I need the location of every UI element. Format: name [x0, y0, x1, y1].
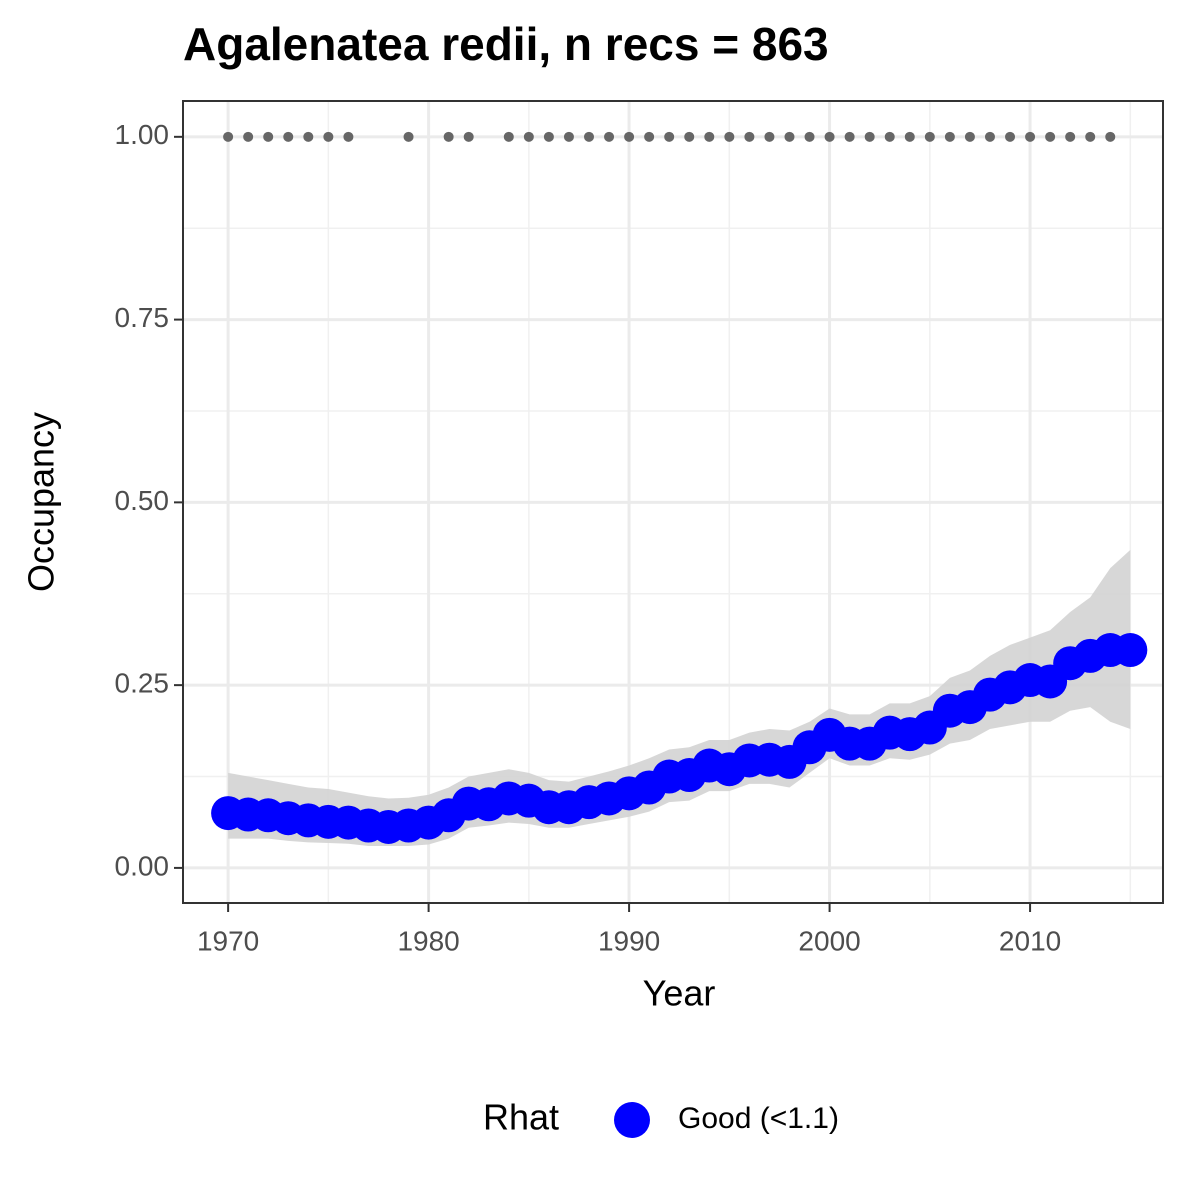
y-tick-label: 0.75: [115, 302, 170, 333]
y-tick-label: 0.25: [115, 668, 170, 699]
detection-point: [463, 131, 474, 142]
detection-point: [984, 131, 995, 142]
detection-point: [864, 131, 875, 142]
x-tick-label: 1980: [397, 925, 459, 956]
detection-point: [503, 131, 514, 142]
detection-point: [1105, 131, 1116, 142]
panel-border: [182, 100, 1164, 904]
detection-point: [764, 131, 775, 142]
detection-point: [283, 131, 294, 142]
detection-point: [443, 131, 454, 142]
detection-point: [323, 131, 334, 142]
detection-point: [1085, 131, 1096, 142]
data-point: [1113, 633, 1148, 668]
detection-point: [704, 131, 715, 142]
y-tick-label: 1.00: [115, 119, 170, 150]
detection-point: [844, 131, 855, 142]
x-tick-label: 1990: [598, 925, 660, 956]
detection-point: [1065, 131, 1076, 142]
detection-point: [604, 131, 615, 142]
detection-point: [724, 131, 735, 142]
detection-point: [624, 131, 635, 142]
detection-point: [684, 131, 695, 142]
detection-point: [784, 131, 795, 142]
detection-point: [664, 131, 675, 142]
detection-point: [1045, 131, 1056, 142]
detection-point: [904, 131, 915, 142]
detection-point: [563, 131, 574, 142]
x-tick-label: 1970: [197, 925, 259, 956]
detection-point: [223, 131, 234, 142]
detection-point: [263, 131, 274, 142]
detection-point: [303, 131, 314, 142]
chart-title: Agalenatea redii, n recs = 863: [183, 18, 829, 70]
detection-point: [964, 131, 975, 142]
detection-point: [744, 131, 755, 142]
detection-point: [804, 131, 815, 142]
detection-point: [583, 131, 594, 142]
x-axis-title: Year: [643, 973, 716, 1014]
x-tick-label: 2010: [999, 925, 1061, 956]
y-tick-label: 0.00: [115, 850, 170, 881]
y-tick-label: 0.50: [115, 485, 170, 516]
legend-title: Rhat: [483, 1097, 559, 1138]
detection-point: [884, 131, 895, 142]
detection-point: [543, 131, 554, 142]
detection-point: [523, 131, 534, 142]
detection-point: [944, 131, 955, 142]
detection-point: [1005, 131, 1016, 142]
x-tick-label: 2000: [798, 925, 860, 956]
detection-point: [1025, 131, 1036, 142]
detection-point: [924, 131, 935, 142]
y-axis-title: Occupancy: [21, 412, 62, 592]
legend-label: Good (<1.1): [678, 1102, 839, 1135]
detection-point: [644, 131, 655, 142]
detection-point: [343, 131, 354, 142]
legend-swatch: [614, 1102, 650, 1138]
detection-point: [824, 131, 835, 142]
detection-point: [243, 131, 254, 142]
detection-point: [403, 131, 414, 142]
